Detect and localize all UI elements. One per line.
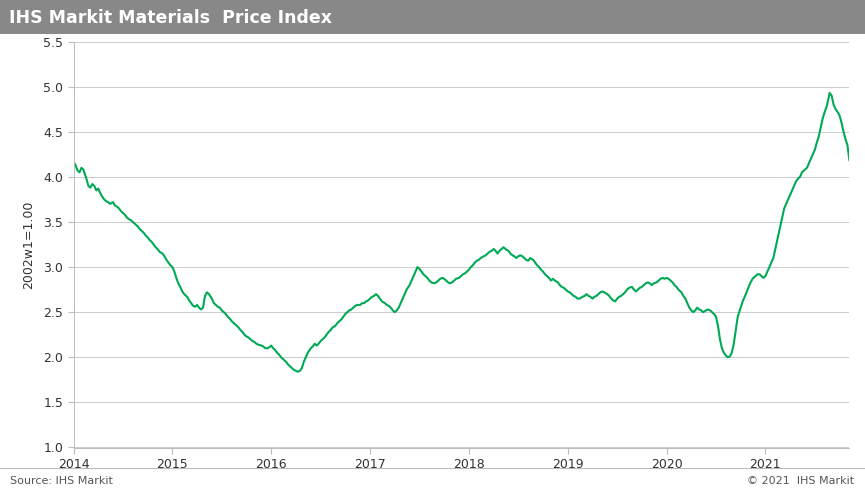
Text: IHS Markit Materials  Price Index: IHS Markit Materials Price Index [9, 8, 331, 26]
Y-axis label: 2002w1=1.00: 2002w1=1.00 [22, 200, 35, 288]
Text: Source: IHS Markit: Source: IHS Markit [10, 476, 113, 486]
Text: © 2021  IHS Markit: © 2021 IHS Markit [747, 476, 855, 486]
